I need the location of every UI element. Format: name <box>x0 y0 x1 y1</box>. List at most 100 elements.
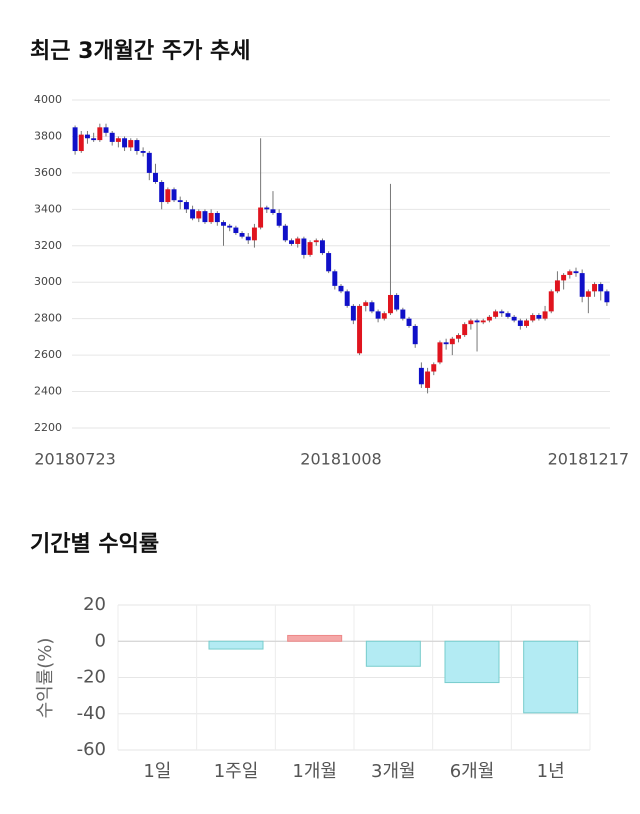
candle-body <box>165 189 171 203</box>
candle-body <box>493 311 499 317</box>
y-tick-label: 4000 <box>34 93 62 106</box>
candle-body <box>214 212 220 223</box>
candle-body <box>449 338 455 345</box>
candle-body <box>406 318 412 326</box>
candle-body <box>604 291 610 303</box>
candle-body <box>517 320 523 326</box>
x-tick-label: 20181008 <box>300 450 381 469</box>
x-tick-label: 6개월 <box>450 761 495 782</box>
candle-body <box>196 211 202 219</box>
candle-body <box>542 311 548 319</box>
candle-body <box>561 274 567 281</box>
candle-body <box>270 209 276 213</box>
candle-body <box>357 305 363 354</box>
candle-body <box>264 207 270 210</box>
candle-body <box>115 138 121 142</box>
candle-body <box>344 291 350 306</box>
bar <box>208 640 264 650</box>
candle-body <box>394 294 400 310</box>
candle-body <box>91 138 97 141</box>
y-tick-label: 20 <box>83 594 106 615</box>
x-tick-label: 1주일 <box>214 761 259 782</box>
candle-body <box>245 236 251 241</box>
candle-body <box>190 209 196 219</box>
candle-body <box>363 302 369 306</box>
candle-body <box>499 311 505 314</box>
x-tick-label: 3개월 <box>371 761 416 782</box>
candle-body <box>289 240 295 244</box>
candle-body <box>84 134 90 139</box>
candle-body <box>585 291 591 297</box>
candle-body <box>431 364 437 372</box>
candle-body <box>437 342 443 363</box>
bar <box>287 634 343 642</box>
y-tick-label: -60 <box>77 739 106 760</box>
candle-body <box>567 271 573 275</box>
chart-title: 최근 3개월간 주가 추세 <box>30 39 250 64</box>
x-tick-label: 20181217 <box>548 450 629 469</box>
candle-body <box>251 227 257 241</box>
candle-body <box>233 227 239 234</box>
chart-title: 기간별 수익률 <box>30 532 159 557</box>
candle-body <box>573 271 579 274</box>
y-tick-label: -20 <box>77 667 106 688</box>
candle-body <box>530 315 536 321</box>
candle-body <box>227 225 233 228</box>
y-tick-label: 3400 <box>34 202 62 215</box>
candle-body <box>375 311 381 319</box>
candle-body <box>474 320 480 323</box>
candle-body <box>443 342 449 345</box>
candle-body <box>418 367 424 385</box>
candle-body <box>313 240 319 243</box>
candle-body <box>548 291 554 312</box>
candle-body <box>579 273 585 297</box>
candle-body <box>480 320 486 323</box>
candle-body <box>239 233 245 237</box>
y-tick-label: 3800 <box>34 129 62 142</box>
candle-body <box>505 313 511 317</box>
y-tick-label: 2600 <box>34 348 62 361</box>
candle-body <box>486 316 492 321</box>
candle-body <box>511 316 517 321</box>
candle-body <box>128 140 134 148</box>
bar <box>523 640 579 714</box>
y-tick-label: 3600 <box>34 166 62 179</box>
candle-body <box>554 280 560 292</box>
x-tick-label: 1개월 <box>292 761 337 782</box>
candle-body <box>153 172 158 182</box>
x-tick-label: 20180723 <box>34 450 115 469</box>
candle-body <box>400 309 406 319</box>
candle-body <box>159 182 165 203</box>
y-tick-label: 3200 <box>34 239 62 252</box>
bar <box>444 640 500 684</box>
candle-body <box>258 207 264 228</box>
candle-body <box>536 315 542 319</box>
y-tick-label: 0 <box>95 630 106 651</box>
candle-body <box>146 152 152 173</box>
x-tick-label: 1일 <box>143 761 171 782</box>
candle-body <box>592 284 598 292</box>
candle-body <box>171 189 177 201</box>
candle-body <box>425 371 431 388</box>
candle-body <box>140 151 146 153</box>
candle-body <box>282 225 288 241</box>
candle-body <box>456 335 461 339</box>
bar <box>365 640 421 667</box>
candle-body <box>221 222 226 226</box>
candle-body <box>338 285 344 292</box>
candle-body <box>72 127 78 152</box>
y-tick-label: 2400 <box>34 385 62 398</box>
candle-body <box>295 238 301 244</box>
candle-body <box>134 140 140 152</box>
candle-body <box>326 253 332 272</box>
candle-body <box>183 202 189 210</box>
y-tick-label: 3000 <box>34 275 62 288</box>
candle-body <box>202 211 208 223</box>
candle-body <box>307 242 313 255</box>
candle-body <box>524 320 529 326</box>
candle-body <box>276 212 282 226</box>
candle-body <box>412 325 418 345</box>
candle-body <box>462 324 468 336</box>
candle-body <box>350 305 356 321</box>
